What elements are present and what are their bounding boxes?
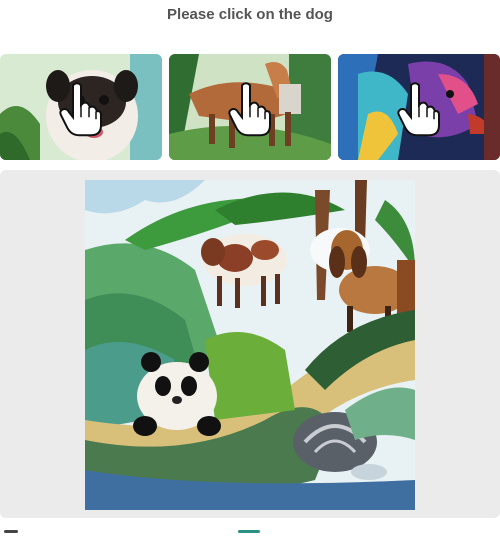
pointing-hand-icon: [228, 82, 271, 137]
captcha-prompt: Please click on the dog: [167, 6, 333, 23]
captcha-scene-image[interactable]: [85, 180, 415, 510]
cow-figure: [201, 234, 287, 308]
choice-pug[interactable]: [0, 54, 162, 160]
captcha-stage: [0, 170, 500, 518]
footer-left-mark: [4, 530, 18, 533]
panda-figure: [133, 352, 221, 436]
footer-bar: [0, 524, 500, 536]
horse-dog-thumbnail: [169, 54, 331, 160]
choice-horse-dog[interactable]: [169, 54, 331, 160]
basset-hound-figure: [329, 230, 415, 332]
choice-colorful-dog[interactable]: [338, 54, 500, 160]
choice-row: [0, 54, 500, 160]
jungle-scene: [85, 180, 415, 510]
pointing-hand-icon: [397, 82, 440, 137]
footer-right-mark: [238, 530, 260, 533]
pointing-hand-icon: [59, 82, 102, 137]
